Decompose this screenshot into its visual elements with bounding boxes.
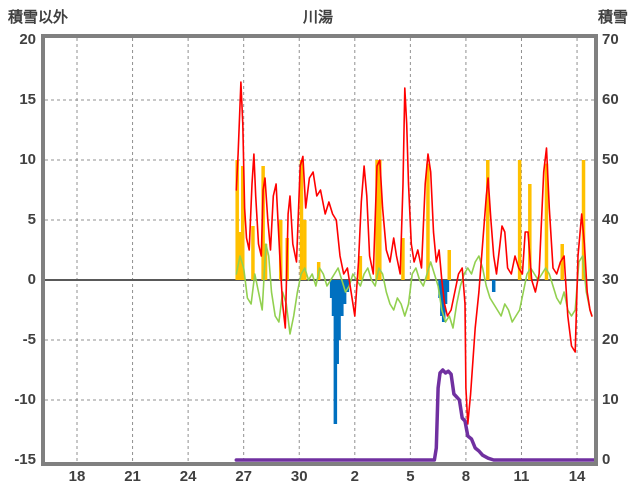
sunshine-bars-bar xyxy=(401,238,405,280)
precipitation-bars-bar xyxy=(333,280,338,424)
chart-title: 川湯 xyxy=(302,9,333,26)
x-axis-tick-label: 8 xyxy=(461,468,471,485)
precipitation-bars-bar xyxy=(342,280,347,304)
x-axis-labels: 18 21 24 27 30 2 5 8 11 14 xyxy=(45,468,594,490)
sunshine-bars-bar xyxy=(241,166,245,280)
chart-canvas xyxy=(45,38,596,462)
precipitation-bars-bar xyxy=(345,280,350,292)
precipitation-bars-bar xyxy=(329,280,334,298)
sunshine-bars-bar xyxy=(528,184,532,280)
sunshine-bars-bar xyxy=(251,226,255,280)
sunshine-bars-bar xyxy=(447,250,452,280)
sunshine-bars-bar xyxy=(544,163,549,280)
sunshine-bars-bar xyxy=(426,163,430,280)
precipitation-bars-bar xyxy=(340,280,344,316)
precipitation-bars-bar xyxy=(335,280,339,364)
right-axis-tick-label: 50 xyxy=(602,151,619,168)
temperature-line xyxy=(235,81,593,425)
x-axis-tick-label: 27 xyxy=(235,468,253,485)
left-axis-tick-label: -10 xyxy=(14,391,36,408)
sunshine-bars-bar xyxy=(486,160,490,280)
precipitation-bars-bar xyxy=(491,280,496,292)
sunshine-bars-bar xyxy=(358,256,363,280)
sunshine-bars-bar xyxy=(261,166,265,280)
sunshine-bars-bar xyxy=(375,160,379,280)
left-axis-tick-label: -5 xyxy=(22,331,36,348)
green-series-line xyxy=(235,243,593,335)
sunshine-bars-bar xyxy=(235,160,239,280)
precipitation-bars-bar xyxy=(438,280,442,298)
snow-depth-line xyxy=(234,368,596,462)
right-axis-tick-label: 20 xyxy=(602,331,619,348)
left-axis-title: 積雪以外 xyxy=(8,9,69,26)
precipitation-bars-bar xyxy=(331,280,336,316)
left-axis-tick-label: 0 xyxy=(27,271,36,288)
x-axis-tick-label: 11 xyxy=(513,468,530,485)
right-axis-tick-label: 40 xyxy=(602,211,619,228)
sunshine-bars-bar xyxy=(560,244,564,280)
sunshine-bars-bar xyxy=(581,160,586,280)
precipitation-bars-bar xyxy=(443,280,448,304)
sunshine-bars-bar xyxy=(278,220,283,280)
precipitation-bars-bar xyxy=(445,280,450,292)
left-axis-tick-label: 20 xyxy=(19,31,36,48)
x-axis-tick-label: 5 xyxy=(406,468,415,485)
right-axis-tick-label: 60 xyxy=(602,91,619,108)
left-axis-tick-label: -15 xyxy=(14,451,36,468)
x-axis-tick-label: 14 xyxy=(568,468,586,485)
sunshine-bars-bar xyxy=(299,160,304,280)
x-axis-tick-label: 21 xyxy=(124,468,141,485)
right-axis-tick-label: 10 xyxy=(602,391,619,408)
x-axis-tick-label: 18 xyxy=(68,468,86,485)
plot-area xyxy=(41,34,598,466)
right-axis-labels: 70 60 50 40 30 20 10 0 xyxy=(602,31,636,468)
right-axis-tick-label: 30 xyxy=(602,271,619,288)
left-axis-tick-label: 5 xyxy=(27,211,36,228)
left-axis-tick-label: 10 xyxy=(19,151,36,168)
x-axis-tick-label: 2 xyxy=(350,468,359,485)
x-axis-tick-label: 24 xyxy=(179,468,197,485)
right-axis-title: 積雪 xyxy=(597,9,628,26)
sunshine-bars-bar xyxy=(303,220,307,280)
right-axis-tick-label: 70 xyxy=(602,31,619,48)
right-axis-tick-label: 0 xyxy=(602,451,611,468)
left-axis-tick-label: 15 xyxy=(19,91,36,108)
sunshine-bars-bar xyxy=(378,160,382,280)
sunshine-bars-bar xyxy=(517,160,522,280)
x-axis-tick-label: 30 xyxy=(290,468,308,485)
precipitation-bars-bar xyxy=(337,280,341,340)
left-axis-labels: 20 15 10 5 0 -5 -10 -15 xyxy=(0,31,36,468)
precipitation-bars-bar xyxy=(440,280,444,316)
